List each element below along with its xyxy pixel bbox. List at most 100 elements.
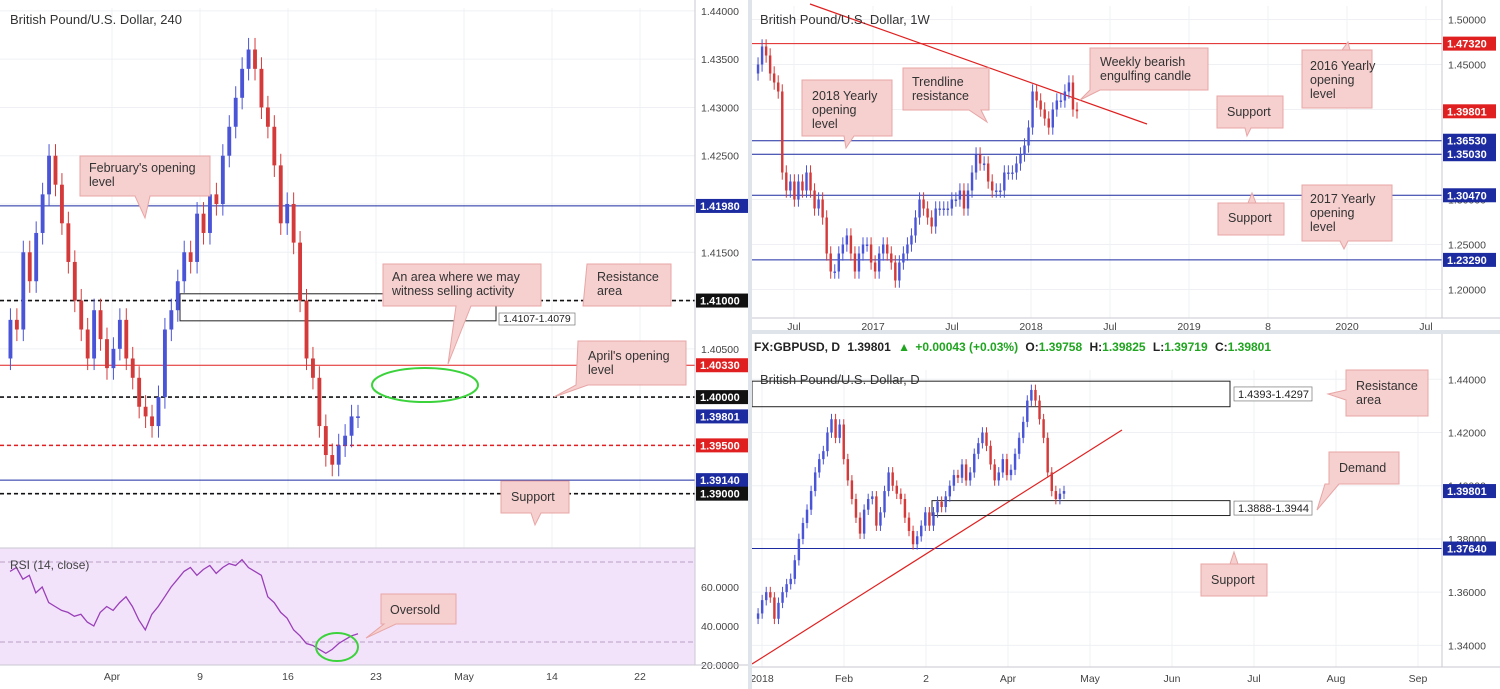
candle-body [781, 91, 784, 173]
callout-resistance-area[interactable]: Resistance area [582, 263, 672, 307]
time-tick-label: 23 [370, 671, 382, 683]
callout-weekly-bearish[interactable]: Weekly bearish engulfing candle [1079, 47, 1209, 101]
candle-body [920, 525, 923, 537]
candle-body [92, 310, 97, 359]
candle-body [1071, 82, 1075, 110]
panel-separator-vertical[interactable] [748, 0, 752, 689]
candle-body [849, 235, 853, 254]
time-tick-label: Jul [945, 321, 958, 330]
candle-body [1011, 172, 1014, 174]
daily-open-label: O: [1025, 340, 1038, 354]
candle-body [903, 499, 907, 518]
february-opening-line1: February's opening [89, 161, 196, 175]
candle-body [34, 232, 39, 282]
candle-body [785, 172, 788, 191]
candle-body [907, 517, 911, 531]
daily-resistance-line1: Resistance [1356, 379, 1418, 393]
weekly-time-axis[interactable]: Jul 2017 Jul 2018 Jul 2019 8 2020 Jul [787, 321, 1432, 330]
daily-chart-panel[interactable]: 1.4393-1.4297 1.3888-1.3944 1.44000 1.4200… [752, 334, 1500, 689]
callout-support[interactable]: Support [500, 480, 570, 527]
candle-body [356, 416, 360, 418]
callout-february-opening[interactable]: February's opening level [79, 155, 211, 220]
daily-trendline[interactable] [752, 429, 1123, 665]
candle-body [958, 190, 962, 200]
h4-candles[interactable] [8, 37, 360, 477]
price-tick-label: 1.20000 [1448, 285, 1486, 297]
price-tag [1443, 252, 1496, 267]
candle-body [817, 199, 820, 209]
candle-body [785, 584, 788, 593]
candle-body [764, 46, 768, 56]
candle-body [330, 455, 335, 465]
candle-body [162, 329, 167, 398]
rsi-line[interactable] [9, 558, 359, 655]
candle-body [928, 512, 931, 526]
candle-body [272, 126, 277, 166]
daily-close: 1.39801 [1228, 340, 1272, 354]
price-tag [696, 438, 748, 453]
daily-open: 1.39758 [1039, 340, 1083, 354]
rsi-tick-label: 60.0000 [701, 582, 739, 594]
callout-oversold[interactable]: Oversold [365, 593, 457, 639]
candle-body [195, 213, 200, 262]
price-tag-label: 1.40330 [700, 360, 740, 372]
daily-high-label: H: [1090, 340, 1103, 354]
callout-daily-resistance[interactable]: Resistance area [1326, 369, 1429, 417]
weekly-chart-panel[interactable]: 1.500001.450001.400001.350001.300001.250… [752, 0, 1500, 330]
daily-price-axis[interactable]: 1.440001.420001.400001.380001.360001.340… [1448, 374, 1486, 652]
oversold-ellipse [315, 632, 359, 662]
price-tag [1443, 188, 1496, 203]
h4-chart[interactable]: 1.440001.435001.430001.425001.420001.415… [0, 0, 748, 689]
candle-body [66, 223, 71, 262]
candle-body [981, 432, 984, 444]
daily-chart[interactable]: 1.4393-1.4297 1.3888-1.3944 1.44000 1.4200… [752, 334, 1500, 689]
candle-body [182, 252, 187, 282]
candle-body [285, 204, 290, 224]
callout-support-lower[interactable]: Support [1217, 191, 1285, 236]
daily-low: 1.39719 [1164, 340, 1208, 354]
callout-2018-opening[interactable]: 2018 Yearly opening level [801, 79, 893, 150]
weekly-trendline[interactable] [809, 3, 1148, 125]
candle-body [14, 319, 19, 330]
daily-zones[interactable]: 1.4393-1.4297 1.3888-1.3944 [752, 380, 1313, 517]
weekly-chart[interactable]: 1.500001.450001.400001.350001.300001.250… [752, 0, 1500, 330]
callout-daily-support[interactable]: Support [1200, 550, 1268, 597]
candle-body [964, 464, 968, 481]
h4-chart-panel[interactable]: 1.440001.435001.430001.425001.420001.415… [0, 0, 748, 689]
zone-label-box [1233, 386, 1313, 402]
zone-label-box [1233, 500, 1313, 516]
price-tick-label: 1.41500 [701, 247, 739, 259]
panel-separator-horizontal[interactable] [752, 330, 1500, 334]
time-tick-label: May [1080, 673, 1101, 685]
daily-time-axis[interactable]: 2018 Feb 2 Apr May Jun Jul Aug Sep [752, 673, 1427, 685]
callout-april-opening[interactable]: April's opening level [553, 340, 687, 398]
callout-2016-opening[interactable]: 2016 Yearly opening level [1301, 40, 1376, 109]
candle-body [188, 252, 193, 262]
candle-body [968, 472, 972, 481]
h4-chart-title: British Pound/U.S. Dollar, 240 [10, 12, 182, 27]
candle-body [1055, 100, 1059, 110]
resistance-zone-box[interactable] [179, 293, 497, 322]
candle-body [869, 244, 873, 263]
callout-2017-opening[interactable]: 2017 Yearly opening level [1301, 184, 1393, 251]
callout-trendline-resistance[interactable]: Trendline resistance [902, 67, 990, 124]
daily-chart-title: British Pound/U.S. Dollar, D [760, 372, 920, 387]
callout-support-upper[interactable]: Support [1216, 95, 1284, 138]
open2018-line3: level [812, 117, 838, 131]
callout-selling-area[interactable]: An area where we may witness selling act… [382, 263, 542, 365]
price-tick-label: 1.50000 [1448, 15, 1486, 27]
h4-time-axis[interactable]: Apr 9 16 23 May 14 22 [104, 671, 646, 683]
price-tag-label: 1.41000 [700, 296, 740, 308]
candle-body [793, 560, 797, 579]
candle-body [1038, 400, 1041, 420]
time-tick-label: Feb [835, 673, 853, 685]
candle-body [1026, 400, 1029, 422]
weekly-candles[interactable] [756, 39, 1079, 288]
weekly-bearish-line2: engulfing candle [1100, 69, 1191, 83]
candle-body [1051, 109, 1054, 128]
open2017-line2: opening [1310, 206, 1355, 220]
price-tag [696, 293, 748, 308]
daily-candles[interactable] [756, 384, 1066, 625]
price-tag-label: 1.47320 [1447, 39, 1487, 51]
callout-daily-demand[interactable]: Demand [1316, 451, 1400, 511]
